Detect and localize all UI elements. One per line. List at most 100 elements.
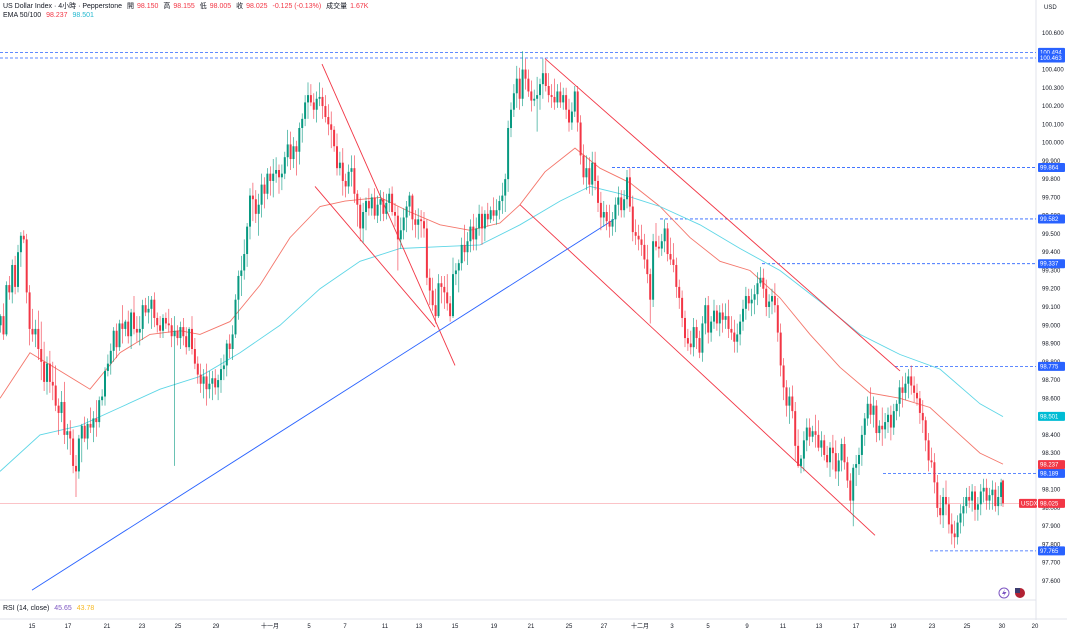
candle-body <box>907 376 910 384</box>
time-axis: 15 17 21 23 25 29 十一月 5 7 11 13 15 19 21 25 27 十二月 3 5 9 11 1… <box>29 622 1039 630</box>
candle-body <box>800 458 802 466</box>
candle-body <box>846 462 849 481</box>
candle-body <box>971 491 974 501</box>
candle-body <box>518 78 521 99</box>
candle-body <box>63 401 66 435</box>
candle-body <box>742 308 744 322</box>
candle-body <box>536 95 539 99</box>
candle-body <box>54 385 57 406</box>
candle-body <box>869 403 872 415</box>
candle-body <box>669 254 672 260</box>
price-tick-label: 100.100 <box>1042 122 1064 128</box>
candle-body <box>481 213 483 229</box>
candle-body <box>246 226 249 255</box>
channel-line <box>519 204 876 536</box>
candle-body <box>162 317 164 331</box>
candle-body <box>918 398 921 413</box>
candle-body <box>936 482 939 508</box>
candle-body <box>991 489 994 496</box>
candle-body <box>106 363 109 371</box>
price-badge-label: 98.025 <box>1040 501 1059 507</box>
rsi-label: RSI (14, close) <box>3 605 50 612</box>
candle-body <box>611 219 614 227</box>
candle-body <box>454 270 457 275</box>
candle-body <box>217 380 220 388</box>
price-tick-label: 99.400 <box>1042 250 1061 256</box>
candle-body <box>692 327 695 348</box>
candle-body <box>489 210 492 220</box>
candle-body <box>330 124 333 130</box>
candle-body <box>260 184 263 205</box>
candle-body <box>553 96 556 103</box>
candle-body <box>724 316 727 320</box>
time-tick-label: 19 <box>491 624 498 630</box>
candle-body <box>121 323 124 329</box>
candle-body <box>324 106 327 118</box>
candle-body <box>449 303 452 317</box>
price-level-badge <box>1038 162 1065 172</box>
candle-body <box>562 95 565 103</box>
close-label: 收 <box>236 3 244 10</box>
candle-body <box>733 332 736 342</box>
candle-body <box>231 334 234 350</box>
price-level-badge-label: 98.775 <box>1040 364 1059 370</box>
candle-body <box>423 221 425 229</box>
candle-body <box>173 330 176 337</box>
time-tick-label: 十一月 <box>261 622 279 630</box>
candle-body <box>17 252 19 287</box>
candle-body <box>568 109 570 123</box>
time-tick-label: 19 <box>890 624 897 630</box>
candle-body <box>251 195 254 200</box>
candle-body <box>109 350 112 364</box>
candle-body <box>521 69 524 99</box>
candle-body <box>188 328 191 348</box>
candle-body <box>779 332 782 366</box>
candle-body <box>695 327 698 339</box>
volume-label: 成交量 <box>326 3 348 10</box>
candle-body <box>678 286 681 298</box>
candle-body <box>440 283 443 287</box>
candle-body <box>631 206 634 233</box>
candle-body <box>228 343 231 350</box>
price-tick-label: 98.000 <box>1042 506 1061 512</box>
time-tick-label: 11 <box>382 624 389 630</box>
candle-body <box>278 170 280 178</box>
ema-label: EMA 50/100 <box>3 12 42 19</box>
candle-body <box>417 219 420 225</box>
candle-body <box>655 241 657 247</box>
candle-body <box>112 330 115 351</box>
candle-body <box>57 405 60 413</box>
candle-body <box>77 438 80 472</box>
high-value: 98.155 <box>173 3 195 10</box>
candle-body <box>924 420 927 441</box>
candle-body <box>878 425 881 434</box>
candle-body <box>1002 480 1004 504</box>
candle-body <box>599 202 602 218</box>
candle-body <box>588 168 591 185</box>
candle-body <box>895 403 898 412</box>
corner-icons <box>998 587 1025 599</box>
candle-body <box>222 365 225 370</box>
candle-body <box>202 376 205 384</box>
candle-body <box>773 296 776 306</box>
candle-body <box>51 381 54 386</box>
candle-body <box>478 213 481 229</box>
candle-body <box>579 122 582 156</box>
candle-body <box>133 312 135 329</box>
price-tick-label: 98.400 <box>1042 433 1061 439</box>
candle-body <box>275 170 278 174</box>
candle-body <box>643 244 646 260</box>
candle-body <box>565 95 568 110</box>
candle-body <box>446 292 449 304</box>
time-tick-label: 5 <box>706 624 710 630</box>
drawings <box>31 58 901 591</box>
currency-label[interactable]: USD <box>1044 5 1057 11</box>
price-tick-label: 99.300 <box>1042 268 1061 274</box>
time-tick-label: 29 <box>213 624 220 630</box>
candle-body <box>814 431 817 435</box>
candle-body <box>376 204 379 216</box>
candle-body <box>240 270 243 276</box>
time-tick-label: 17 <box>65 624 72 630</box>
candle-body <box>402 217 405 231</box>
